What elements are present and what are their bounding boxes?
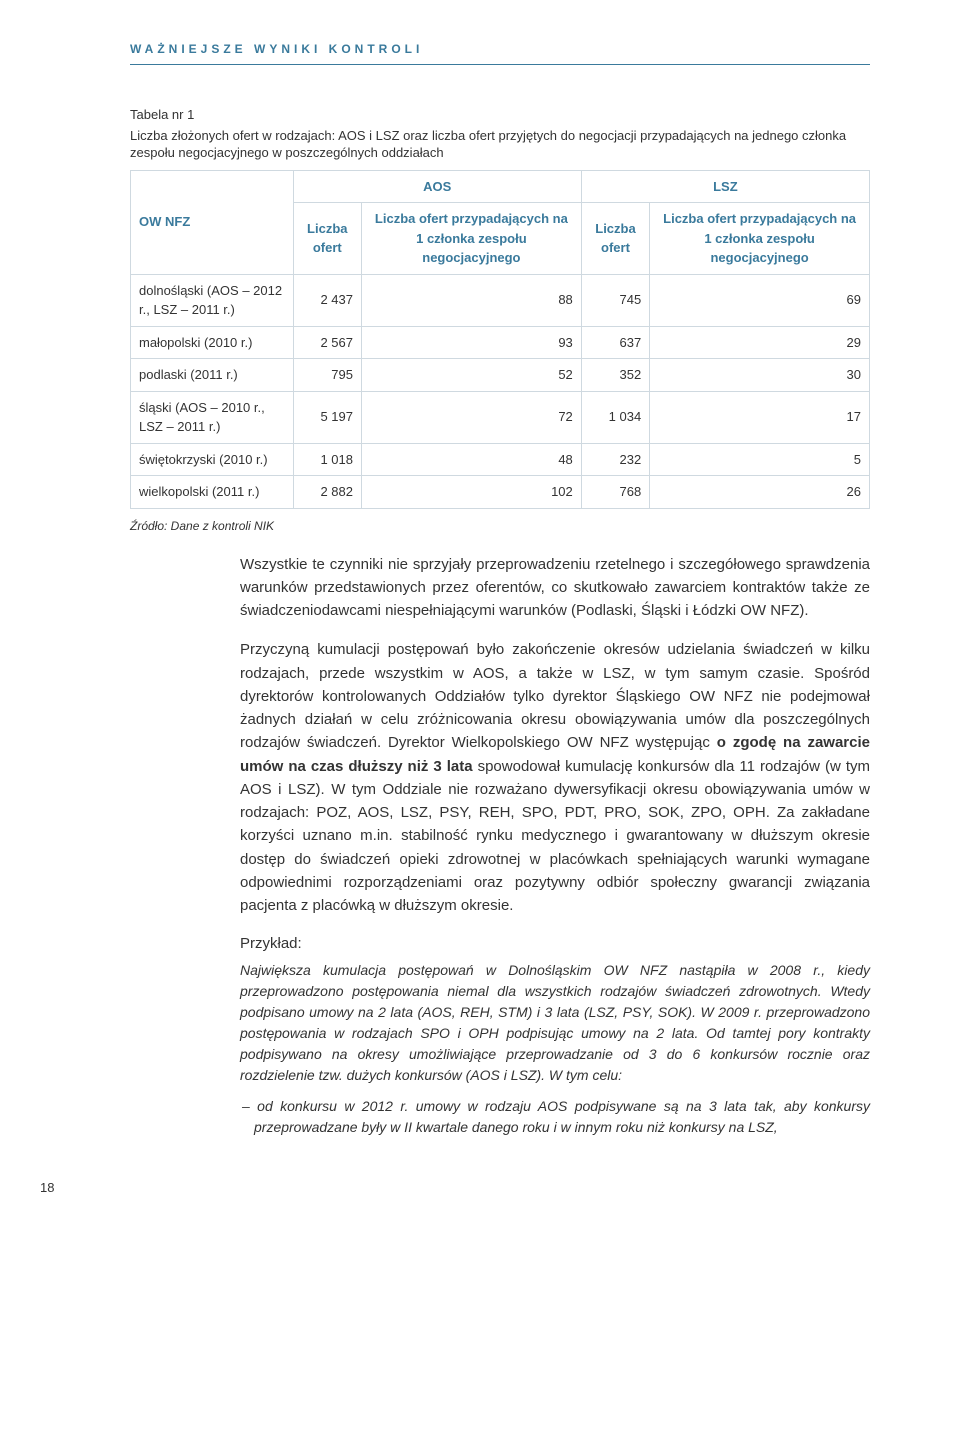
cell-value: 48 <box>361 443 581 476</box>
table-row: małopolski (2010 r.)2 5679363729 <box>131 326 870 359</box>
table-row: podlaski (2011 r.)7955235230 <box>131 359 870 392</box>
cell-value: 72 <box>361 391 581 443</box>
row-label: świętokrzyski (2010 r.) <box>131 443 294 476</box>
col-ownfz: OW NFZ <box>131 170 294 274</box>
cell-value: 745 <box>581 274 649 326</box>
cell-value: 2 567 <box>293 326 361 359</box>
cell-value: 5 <box>650 443 870 476</box>
table-caption: Liczba złożonych ofert w rodzajach: AOS … <box>130 127 870 162</box>
cell-value: 102 <box>361 476 581 509</box>
col-aos-przyp: Liczba ofert przypadających na 1 członka… <box>361 203 581 275</box>
cell-value: 795 <box>293 359 361 392</box>
cell-value: 2 437 <box>293 274 361 326</box>
example-label: Przykład: <box>240 933 870 956</box>
table-source: Źródło: Dane z kontroli NIK <box>130 517 870 535</box>
cell-value: 30 <box>650 359 870 392</box>
cell-value: 768 <box>581 476 649 509</box>
p2-part-c: spowodował kumulację konkursów dla 11 ro… <box>240 758 870 915</box>
cell-value: 2 882 <box>293 476 361 509</box>
col-group-aos: AOS <box>293 170 581 203</box>
table-row: świętokrzyski (2010 r.)1 018482325 <box>131 443 870 476</box>
col-group-lsz: LSZ <box>581 170 869 203</box>
row-label: śląski (AOS – 2010 r., LSZ – 2011 r.) <box>131 391 294 443</box>
section-header: WAŻNIEJSZE WYNIKI KONTROLI <box>130 40 870 65</box>
cell-value: 52 <box>361 359 581 392</box>
col-lsz-liczba: Liczba ofert <box>581 203 649 275</box>
cell-value: 88 <box>361 274 581 326</box>
paragraph-1: Wszystkie te czynniki nie sprzyjały prze… <box>240 553 870 623</box>
data-table: OW NFZ AOS LSZ Liczba ofert Liczba ofert… <box>130 170 870 509</box>
table-number: Tabela nr 1 <box>130 105 870 125</box>
table-row: dolnośląski (AOS – 2012 r., LSZ – 2011 r… <box>131 274 870 326</box>
table-row: wielkopolski (2011 r.)2 88210276826 <box>131 476 870 509</box>
cell-value: 5 197 <box>293 391 361 443</box>
cell-value: 637 <box>581 326 649 359</box>
row-label: wielkopolski (2011 r.) <box>131 476 294 509</box>
cell-value: 232 <box>581 443 649 476</box>
table-row: śląski (AOS – 2010 r., LSZ – 2011 r.)5 1… <box>131 391 870 443</box>
example-body: Największa kumulacja postępowań w Dolnoś… <box>240 960 870 1086</box>
cell-value: 352 <box>581 359 649 392</box>
cell-value: 1 018 <box>293 443 361 476</box>
cell-value: 26 <box>650 476 870 509</box>
bullet-1: – od konkursu w 2012 r. umowy w rodzaju … <box>240 1096 870 1138</box>
row-label: podlaski (2011 r.) <box>131 359 294 392</box>
row-label: dolnośląski (AOS – 2012 r., LSZ – 2011 r… <box>131 274 294 326</box>
cell-value: 93 <box>361 326 581 359</box>
col-lsz-przyp: Liczba ofert przypadających na 1 członka… <box>650 203 870 275</box>
paragraph-2: Przyczyną kumulacji postępowań było zako… <box>240 638 870 917</box>
cell-value: 29 <box>650 326 870 359</box>
cell-value: 17 <box>650 391 870 443</box>
col-aos-liczba: Liczba ofert <box>293 203 361 275</box>
cell-value: 1 034 <box>581 391 649 443</box>
cell-value: 69 <box>650 274 870 326</box>
row-label: małopolski (2010 r.) <box>131 326 294 359</box>
page-number: 18 <box>40 1178 870 1198</box>
